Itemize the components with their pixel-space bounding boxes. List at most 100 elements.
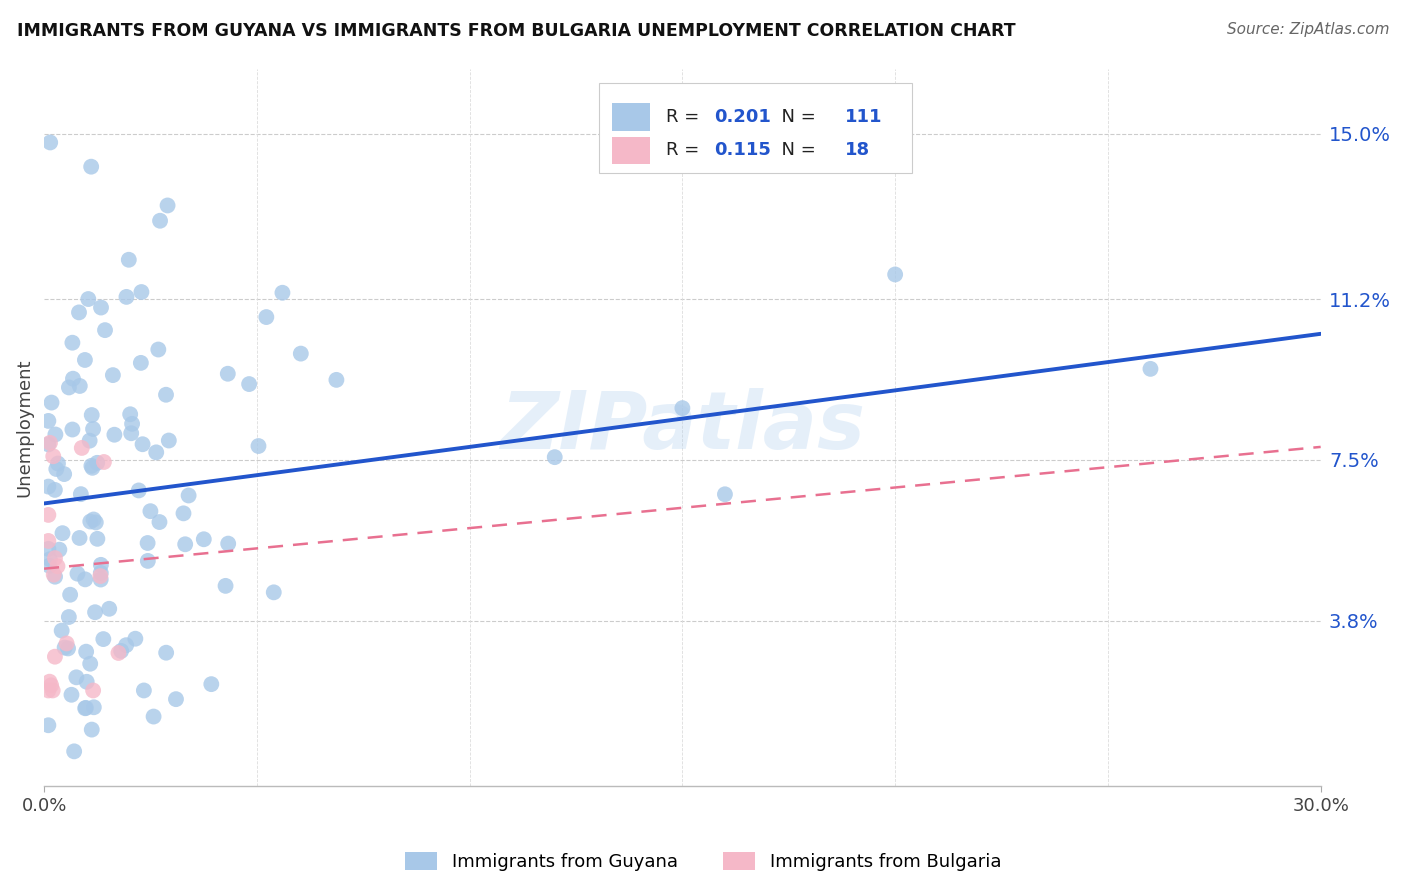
Point: [217, 536, 239, 550]
Point: [39, 678, 62, 692]
Point: [238, 377, 260, 392]
Point: [45, 462, 67, 476]
Point: [77, 292, 100, 306]
Point: [90, 558, 112, 572]
Point: [80, 458, 103, 473]
Point: [63, 744, 86, 758]
Point: [142, 709, 165, 723]
Legend: Immigrants from Guyana, Immigrants from Bulgaria: Immigrants from Guyana, Immigrants from …: [398, 845, 1008, 879]
Point: [115, 638, 138, 652]
Point: [69, 531, 91, 545]
FancyBboxPatch shape: [612, 136, 651, 164]
Point: [118, 252, 141, 267]
Point: [44, 427, 66, 442]
Point: [75, 701, 97, 715]
Point: [174, 537, 197, 551]
Point: [148, 343, 170, 357]
Point: [37, 480, 59, 494]
Point: [60, 335, 83, 350]
Point: [80, 723, 103, 737]
Point: [671, 401, 693, 416]
Y-axis label: Unemployment: Unemployment: [15, 358, 32, 497]
Point: [290, 346, 312, 360]
Point: [136, 536, 159, 550]
Point: [129, 356, 152, 370]
Point: [51, 526, 73, 541]
Point: [128, 483, 150, 498]
Point: [70, 441, 93, 455]
Point: [90, 573, 112, 587]
Point: [165, 692, 187, 706]
Point: [89, 569, 111, 583]
Point: [75, 573, 97, 587]
Point: [193, 533, 215, 547]
Text: 18: 18: [845, 141, 870, 159]
Point: [56, 641, 79, 656]
Text: 111: 111: [845, 108, 882, 126]
Point: [42, 450, 65, 464]
Point: [53, 640, 76, 655]
Text: ZIPatlas: ZIPatlas: [501, 388, 865, 467]
Point: [58, 610, 80, 624]
Point: [51, 624, 73, 638]
Point: [98, 601, 121, 615]
Point: [37, 414, 59, 428]
Point: [79, 657, 101, 671]
Point: [83, 700, 105, 714]
Point: [48, 542, 70, 557]
Point: [59, 588, 82, 602]
Text: 0.201: 0.201: [714, 108, 770, 126]
Point: [67, 305, 90, 319]
Point: [69, 487, 91, 501]
Point: [75, 645, 97, 659]
Point: [66, 566, 89, 581]
Point: [44, 649, 66, 664]
Point: [91, 632, 114, 646]
Point: [156, 198, 179, 212]
Point: [53, 467, 76, 481]
Point: [149, 213, 172, 227]
Point: [38, 558, 60, 573]
Point: [884, 268, 907, 282]
Point: [155, 646, 177, 660]
Point: [110, 644, 132, 658]
Point: [157, 434, 180, 448]
Point: [38, 674, 60, 689]
Point: [263, 585, 285, 599]
Text: R =: R =: [666, 108, 704, 126]
Point: [200, 677, 222, 691]
Point: [79, 515, 101, 529]
Point: [148, 515, 170, 529]
Point: [79, 434, 101, 448]
Point: [131, 437, 153, 451]
Point: [60, 423, 83, 437]
FancyBboxPatch shape: [612, 103, 651, 130]
Point: [82, 683, 104, 698]
Point: [80, 160, 103, 174]
Point: [124, 632, 146, 646]
Point: [60, 688, 83, 702]
Point: [94, 323, 117, 337]
Point: [44, 570, 66, 584]
Point: [73, 353, 96, 368]
Point: [76, 674, 98, 689]
Point: [46, 457, 69, 471]
Point: [39, 435, 62, 450]
Point: [37, 437, 59, 451]
Point: [82, 460, 104, 475]
Point: [90, 301, 112, 315]
Point: [145, 445, 167, 459]
Point: [173, 507, 195, 521]
Point: [121, 417, 143, 431]
Point: [131, 285, 153, 299]
Point: [46, 559, 69, 574]
Point: [1139, 362, 1161, 376]
Point: [254, 310, 277, 324]
Point: [58, 380, 80, 394]
Point: [82, 422, 104, 436]
Point: [80, 408, 103, 422]
Point: [84, 605, 107, 619]
Point: [90, 566, 112, 580]
Point: [65, 670, 87, 684]
Point: [75, 701, 97, 715]
